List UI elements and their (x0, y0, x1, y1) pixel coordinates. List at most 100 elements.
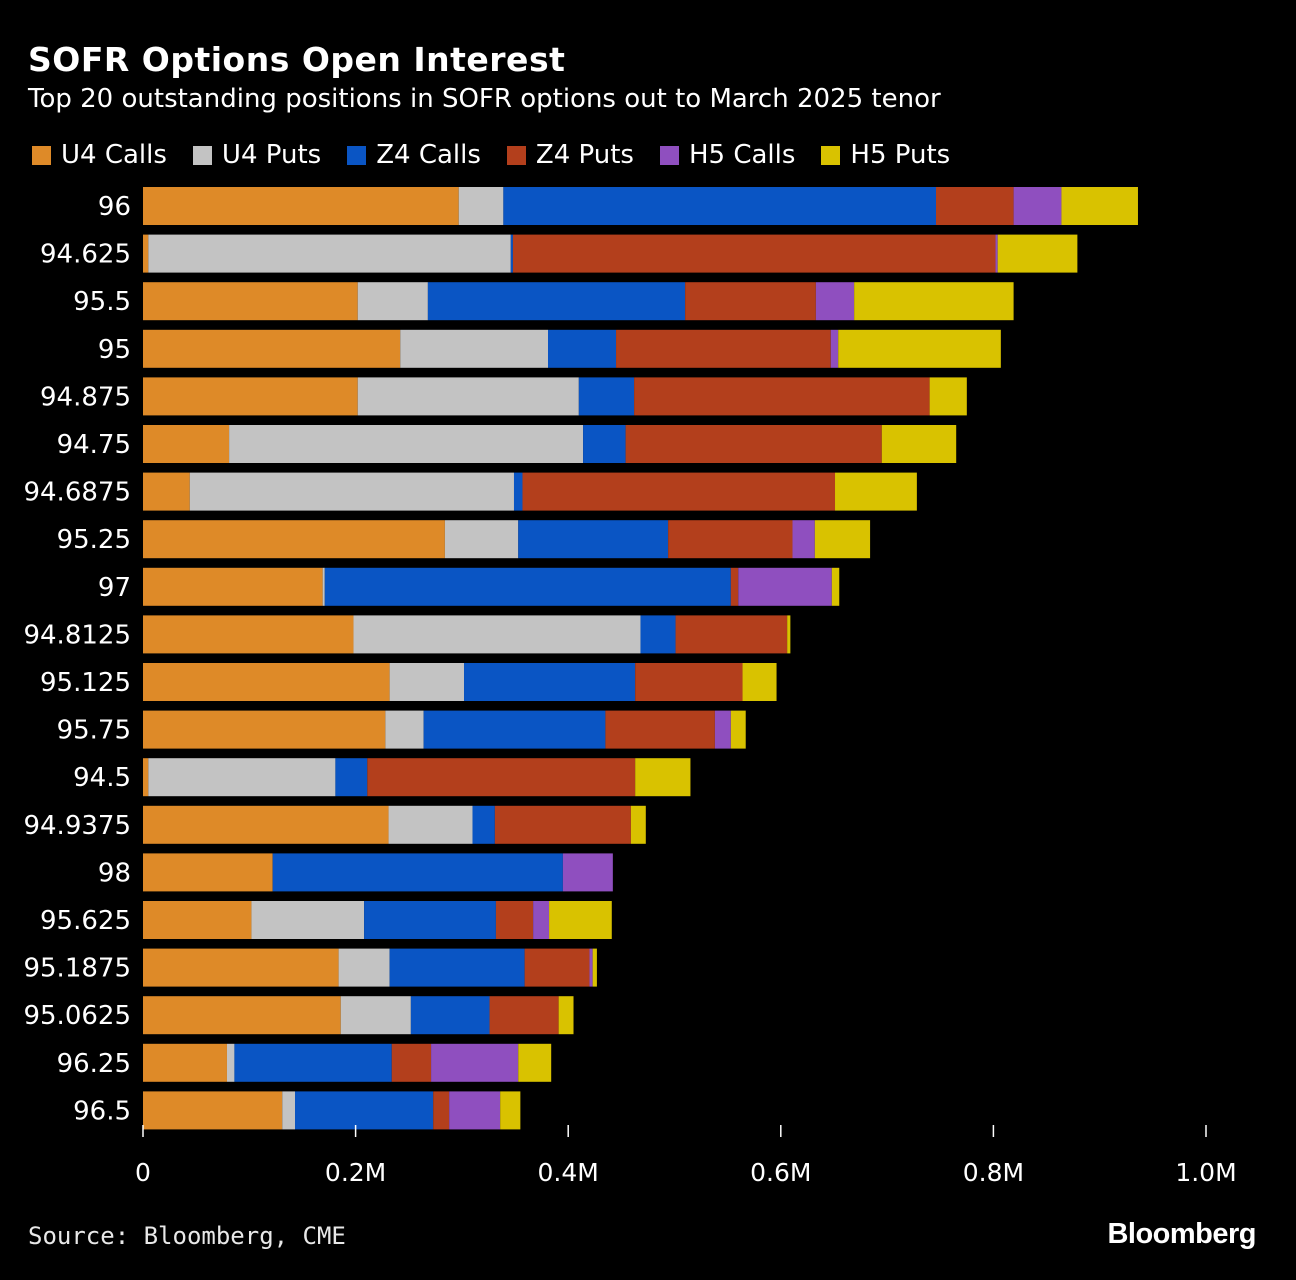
legend-item-z4-puts: Z4 Puts (506, 140, 634, 170)
legend-swatch (32, 145, 51, 165)
chart-title: SOFR Options Open Interest (28, 40, 566, 79)
category-label: 96 (98, 192, 131, 222)
bar-segment (730, 567, 739, 606)
legend-label: Z4 Calls (376, 140, 481, 170)
bar-segment (143, 901, 252, 939)
bar-segment (143, 425, 230, 463)
bar-segment (640, 615, 676, 654)
bar-segment (1061, 187, 1138, 225)
category-label: 95.1875 (23, 954, 131, 984)
category-label: 97 (98, 573, 131, 603)
bar-segment (400, 329, 549, 368)
bar-segment (616, 329, 831, 368)
bar-segment (251, 901, 365, 939)
bar-segment (730, 710, 746, 749)
bar-segment (522, 472, 836, 511)
bar-segment (433, 1091, 450, 1130)
bar-segment (385, 710, 424, 749)
bar-segment (472, 805, 495, 844)
bar-segment (364, 901, 496, 939)
legend-swatch (659, 145, 679, 165)
bar-segment (814, 520, 871, 559)
bar-segment (524, 948, 590, 987)
bar-segment (389, 663, 465, 701)
bar-segment (635, 758, 691, 797)
bar-segment (423, 710, 606, 749)
bar-segment (143, 663, 390, 701)
bar-segment (558, 996, 574, 1035)
bar-segment (229, 425, 584, 463)
bar-segment (143, 1091, 283, 1130)
bar-segment (388, 805, 473, 844)
bar-segment (272, 853, 563, 892)
bar-segment (500, 1091, 521, 1130)
legend-swatch (347, 145, 367, 165)
bar-segment (792, 520, 815, 559)
bar-segment (148, 758, 336, 797)
x-tick-label: 0.2M (325, 1158, 386, 1187)
bar-segment (583, 425, 626, 463)
bar-segment (143, 377, 358, 416)
legend-label: H5 Calls (688, 140, 796, 170)
bar-segment (589, 948, 593, 987)
bar-segment (518, 520, 669, 559)
bar-segment (143, 234, 149, 273)
bar-segment (335, 758, 368, 797)
x-tick-label: 0 (135, 1158, 151, 1187)
legend-item-u4-calls: U4 Calls (32, 140, 167, 170)
bar-segment (295, 1091, 434, 1130)
bar-segment (449, 1091, 501, 1130)
bar-segment (675, 615, 788, 654)
category-label: 95.25 (57, 525, 131, 555)
bar-segment (495, 901, 534, 939)
bar-segment (143, 805, 389, 844)
bar-segment (630, 805, 646, 844)
bar-segment (143, 853, 273, 892)
x-tick-label: 1.0M (1175, 1158, 1236, 1187)
bar-segment (389, 948, 525, 987)
bar-segment (738, 567, 832, 606)
chart-subtitle: Top 20 outstanding positions in SOFR opt… (28, 84, 941, 114)
legend-label: U4 Calls (61, 140, 167, 170)
bar-segment (835, 472, 917, 511)
category-label: 94.75 (57, 430, 131, 460)
bar-segment (635, 663, 743, 701)
bar-segment (143, 948, 339, 987)
x-tick-label: 0.6M (750, 1158, 811, 1187)
bar-segment (815, 282, 855, 321)
bar-segment (353, 615, 641, 654)
bar-segment (458, 187, 504, 225)
bar-segment (503, 187, 936, 225)
source-note: Source: Bloomberg, CME (28, 1222, 346, 1250)
bar-segment (189, 472, 514, 511)
category-label: 95.5 (73, 287, 131, 317)
bar-segment (143, 329, 401, 368)
bar-segment (143, 996, 341, 1035)
bar-segment (548, 329, 617, 368)
bar-segment (995, 234, 998, 273)
x-tick-label: 0.8M (963, 1158, 1024, 1187)
legend-item-h5-puts: H5 Puts (821, 140, 950, 170)
bar-segment (143, 1043, 227, 1082)
bar-segment (143, 472, 190, 511)
legend-label: U4 Puts (221, 140, 322, 170)
bar-segment (338, 948, 390, 987)
bar-segment (143, 282, 358, 321)
bar-segment (324, 567, 731, 606)
bar-segment (143, 187, 459, 225)
category-label: 95.125 (40, 668, 131, 698)
bar-segment (533, 901, 550, 939)
category-label: 95 (98, 335, 131, 365)
category-label: 95.625 (40, 906, 131, 936)
category-label: 98 (98, 858, 131, 888)
category-label: 95.75 (57, 716, 131, 746)
bar-segment (148, 234, 511, 273)
bar-segment (518, 1043, 552, 1082)
bar-segment (997, 234, 1078, 273)
bar-segment (562, 853, 613, 892)
category-label: 94.6875 (23, 478, 131, 508)
bar-segment (143, 758, 149, 797)
bar-segment (226, 1043, 235, 1082)
category-label: 94.9375 (23, 811, 131, 841)
bar-segment (340, 996, 411, 1035)
